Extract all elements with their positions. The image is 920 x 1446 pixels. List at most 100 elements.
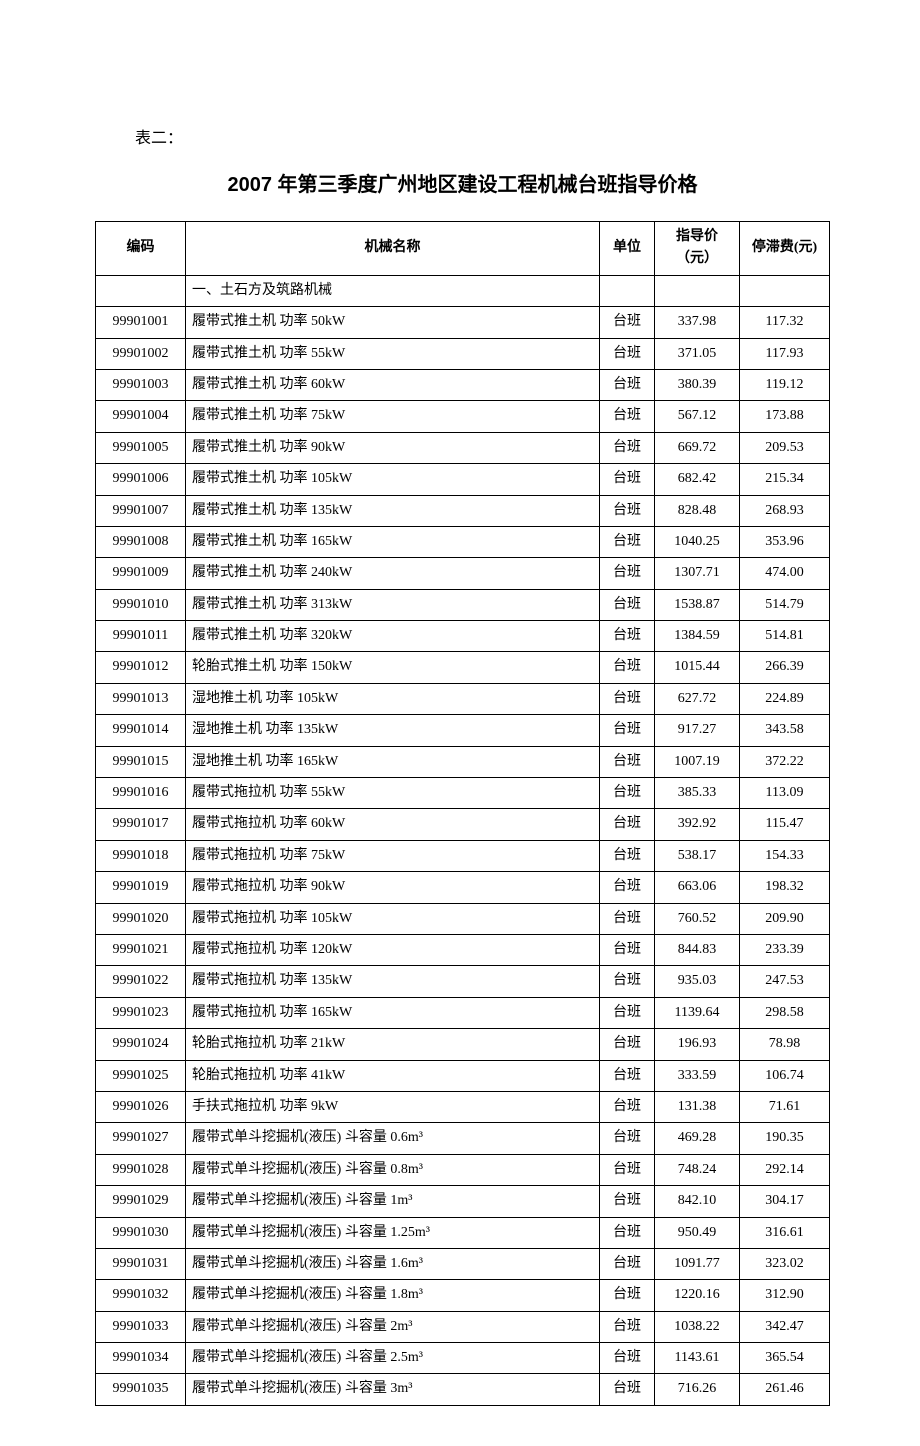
cell-price: 682.42 <box>655 464 740 495</box>
cell-unit: 台班 <box>600 1123 655 1154</box>
table-row: 99901024轮胎式拖拉机 功率 21kW台班196.9378.98 <box>96 1029 830 1060</box>
cell-unit: 台班 <box>600 589 655 620</box>
cell-price: 627.72 <box>655 683 740 714</box>
section-header-row: 一、土石方及筑路机械 <box>96 275 830 306</box>
cell-unit: 台班 <box>600 1280 655 1311</box>
cell-price: 1091.77 <box>655 1248 740 1279</box>
cell-unit: 台班 <box>600 934 655 965</box>
cell-name: 履带式拖拉机 功率 120kW <box>186 934 600 965</box>
cell-price: 1015.44 <box>655 652 740 683</box>
cell-price: 1384.59 <box>655 621 740 652</box>
table-row: 99901013湿地推土机 功率 105kW台班627.72224.89 <box>96 683 830 714</box>
cell-unit: 台班 <box>600 966 655 997</box>
col-header-code: 编码 <box>96 222 186 276</box>
cell-code: 99901017 <box>96 809 186 840</box>
cell-fee: 247.53 <box>740 966 830 997</box>
cell-name: 履带式推土机 功率 60kW <box>186 369 600 400</box>
cell-code: 99901030 <box>96 1217 186 1248</box>
cell-name: 履带式单斗挖掘机(液压) 斗容量 0.8m³ <box>186 1154 600 1185</box>
price-table: 编码 机械名称 单位 指导价（元） 停滞费(元) 一、土石方及筑路机械 9990… <box>95 221 830 1406</box>
cell-name: 履带式推土机 功率 90kW <box>186 432 600 463</box>
section-price-cell <box>655 275 740 306</box>
cell-fee: 261.46 <box>740 1374 830 1405</box>
cell-price: 1307.71 <box>655 558 740 589</box>
cell-name: 履带式推土机 功率 135kW <box>186 495 600 526</box>
cell-code: 99901005 <box>96 432 186 463</box>
table-row: 99901027履带式单斗挖掘机(液压) 斗容量 0.6m³台班469.2819… <box>96 1123 830 1154</box>
cell-unit: 台班 <box>600 1343 655 1374</box>
cell-price: 1538.87 <box>655 589 740 620</box>
cell-price: 1143.61 <box>655 1343 740 1374</box>
cell-price: 1007.19 <box>655 746 740 777</box>
cell-unit: 台班 <box>600 1060 655 1091</box>
cell-unit: 台班 <box>600 526 655 557</box>
cell-name: 轮胎式推土机 功率 150kW <box>186 652 600 683</box>
cell-price: 748.24 <box>655 1154 740 1185</box>
cell-fee: 365.54 <box>740 1343 830 1374</box>
table-row: 99901029履带式单斗挖掘机(液压) 斗容量 1m³台班842.10304.… <box>96 1186 830 1217</box>
cell-code: 99901028 <box>96 1154 186 1185</box>
cell-fee: 117.93 <box>740 338 830 369</box>
cell-unit: 台班 <box>600 683 655 714</box>
table-row: 99901016履带式拖拉机 功率 55kW台班385.33113.09 <box>96 778 830 809</box>
cell-code: 99901021 <box>96 934 186 965</box>
cell-unit: 台班 <box>600 1217 655 1248</box>
cell-price: 469.28 <box>655 1123 740 1154</box>
cell-name: 履带式拖拉机 功率 55kW <box>186 778 600 809</box>
cell-unit: 台班 <box>600 809 655 840</box>
cell-unit: 台班 <box>600 1311 655 1342</box>
cell-price: 669.72 <box>655 432 740 463</box>
cell-code: 99901024 <box>96 1029 186 1060</box>
cell-price: 716.26 <box>655 1374 740 1405</box>
cell-code: 99901019 <box>96 872 186 903</box>
table-row: 99901011履带式推土机 功率 320kW台班1384.59514.81 <box>96 621 830 652</box>
cell-name: 履带式单斗挖掘机(液压) 斗容量 1.25m³ <box>186 1217 600 1248</box>
cell-fee: 372.22 <box>740 746 830 777</box>
cell-code: 99901014 <box>96 715 186 746</box>
cell-price: 760.52 <box>655 903 740 934</box>
table-row: 99901010履带式推土机 功率 313kW台班1538.87514.79 <box>96 589 830 620</box>
cell-code: 99901026 <box>96 1091 186 1122</box>
cell-name: 履带式单斗挖掘机(液压) 斗容量 3m³ <box>186 1374 600 1405</box>
cell-fee: 312.90 <box>740 1280 830 1311</box>
cell-fee: 117.32 <box>740 307 830 338</box>
col-header-name: 机械名称 <box>186 222 600 276</box>
cell-fee: 316.61 <box>740 1217 830 1248</box>
cell-name: 履带式单斗挖掘机(液压) 斗容量 2.5m³ <box>186 1343 600 1374</box>
table-row: 99901035履带式单斗挖掘机(液压) 斗容量 3m³台班716.26261.… <box>96 1374 830 1405</box>
table-row: 99901025轮胎式拖拉机 功率 41kW台班333.59106.74 <box>96 1060 830 1091</box>
cell-code: 99901004 <box>96 401 186 432</box>
cell-fee: 268.93 <box>740 495 830 526</box>
cell-price: 950.49 <box>655 1217 740 1248</box>
cell-fee: 209.90 <box>740 903 830 934</box>
table-row: 99901034履带式单斗挖掘机(液压) 斗容量 2.5m³台班1143.613… <box>96 1343 830 1374</box>
cell-name: 手扶式拖拉机 功率 9kW <box>186 1091 600 1122</box>
cell-code: 99901018 <box>96 840 186 871</box>
cell-price: 1040.25 <box>655 526 740 557</box>
cell-fee: 209.53 <box>740 432 830 463</box>
cell-code: 99901010 <box>96 589 186 620</box>
section-code-cell <box>96 275 186 306</box>
table-row: 99901020履带式拖拉机 功率 105kW台班760.52209.90 <box>96 903 830 934</box>
cell-fee: 343.58 <box>740 715 830 746</box>
cell-price: 380.39 <box>655 369 740 400</box>
cell-fee: 119.12 <box>740 369 830 400</box>
cell-price: 392.92 <box>655 809 740 840</box>
table-row: 99901030履带式单斗挖掘机(液压) 斗容量 1.25m³台班950.493… <box>96 1217 830 1248</box>
table-row: 99901009履带式推土机 功率 240kW台班1307.71474.00 <box>96 558 830 589</box>
cell-name: 湿地推土机 功率 135kW <box>186 715 600 746</box>
cell-name: 履带式单斗挖掘机(液压) 斗容量 0.6m³ <box>186 1123 600 1154</box>
cell-fee: 78.98 <box>740 1029 830 1060</box>
table-row: 99901015湿地推土机 功率 165kW台班1007.19372.22 <box>96 746 830 777</box>
cell-unit: 台班 <box>600 1186 655 1217</box>
cell-code: 99901012 <box>96 652 186 683</box>
table-row: 99901031履带式单斗挖掘机(液压) 斗容量 1.6m³台班1091.773… <box>96 1248 830 1279</box>
cell-name: 履带式单斗挖掘机(液压) 斗容量 2m³ <box>186 1311 600 1342</box>
cell-unit: 台班 <box>600 1091 655 1122</box>
cell-price: 917.27 <box>655 715 740 746</box>
cell-price: 131.38 <box>655 1091 740 1122</box>
cell-name: 履带式推土机 功率 320kW <box>186 621 600 652</box>
cell-code: 99901022 <box>96 966 186 997</box>
cell-name: 履带式推土机 功率 240kW <box>186 558 600 589</box>
cell-fee: 115.47 <box>740 809 830 840</box>
